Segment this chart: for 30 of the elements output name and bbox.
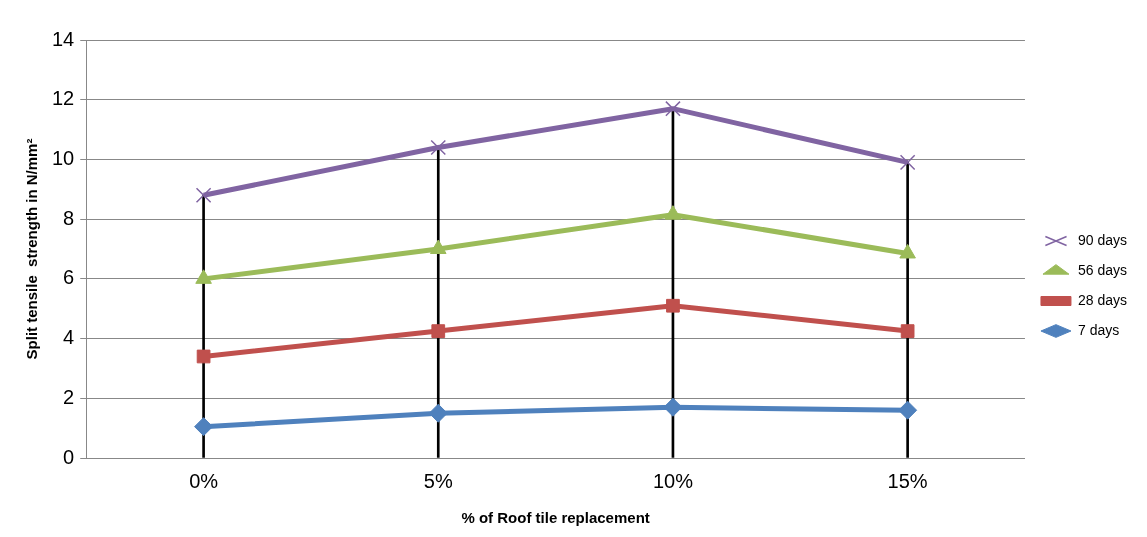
- y-tick-label: 6: [63, 266, 75, 289]
- point: [666, 298, 680, 313]
- point: [428, 403, 448, 423]
- y-tick-label: 12: [52, 87, 75, 110]
- legend-label: 90 days: [1077, 231, 1128, 248]
- point: [195, 187, 212, 204]
- y-tick-label: 10: [52, 146, 75, 169]
- point: [430, 139, 447, 156]
- point: [665, 100, 681, 117]
- y-tick-label: 0: [63, 445, 75, 468]
- x-axis-title: % of Roof tile replacement: [461, 509, 650, 527]
- point: [431, 324, 446, 338]
- point: [194, 417, 214, 437]
- point: [663, 397, 683, 417]
- x-tick-label: 15%: [887, 469, 928, 492]
- point: [196, 349, 211, 364]
- y-axis-title: Split tensile strength in N/mm²: [23, 138, 41, 360]
- x-tick-label: 10%: [652, 469, 694, 492]
- point: [898, 400, 918, 420]
- legend-label: 56 days: [1077, 261, 1128, 278]
- x-tick-label: 0%: [189, 469, 219, 492]
- x-tick-label: 5%: [423, 469, 453, 492]
- y-tick-label: 2: [63, 385, 75, 408]
- y-tick-label: 4: [63, 326, 75, 349]
- y-tick-label: 14: [52, 27, 75, 50]
- point: [900, 324, 915, 338]
- point: [899, 154, 916, 171]
- legend-label: 7 days: [1077, 321, 1120, 338]
- y-tick-label: 8: [63, 206, 75, 229]
- legend-label: 28 days: [1077, 291, 1128, 308]
